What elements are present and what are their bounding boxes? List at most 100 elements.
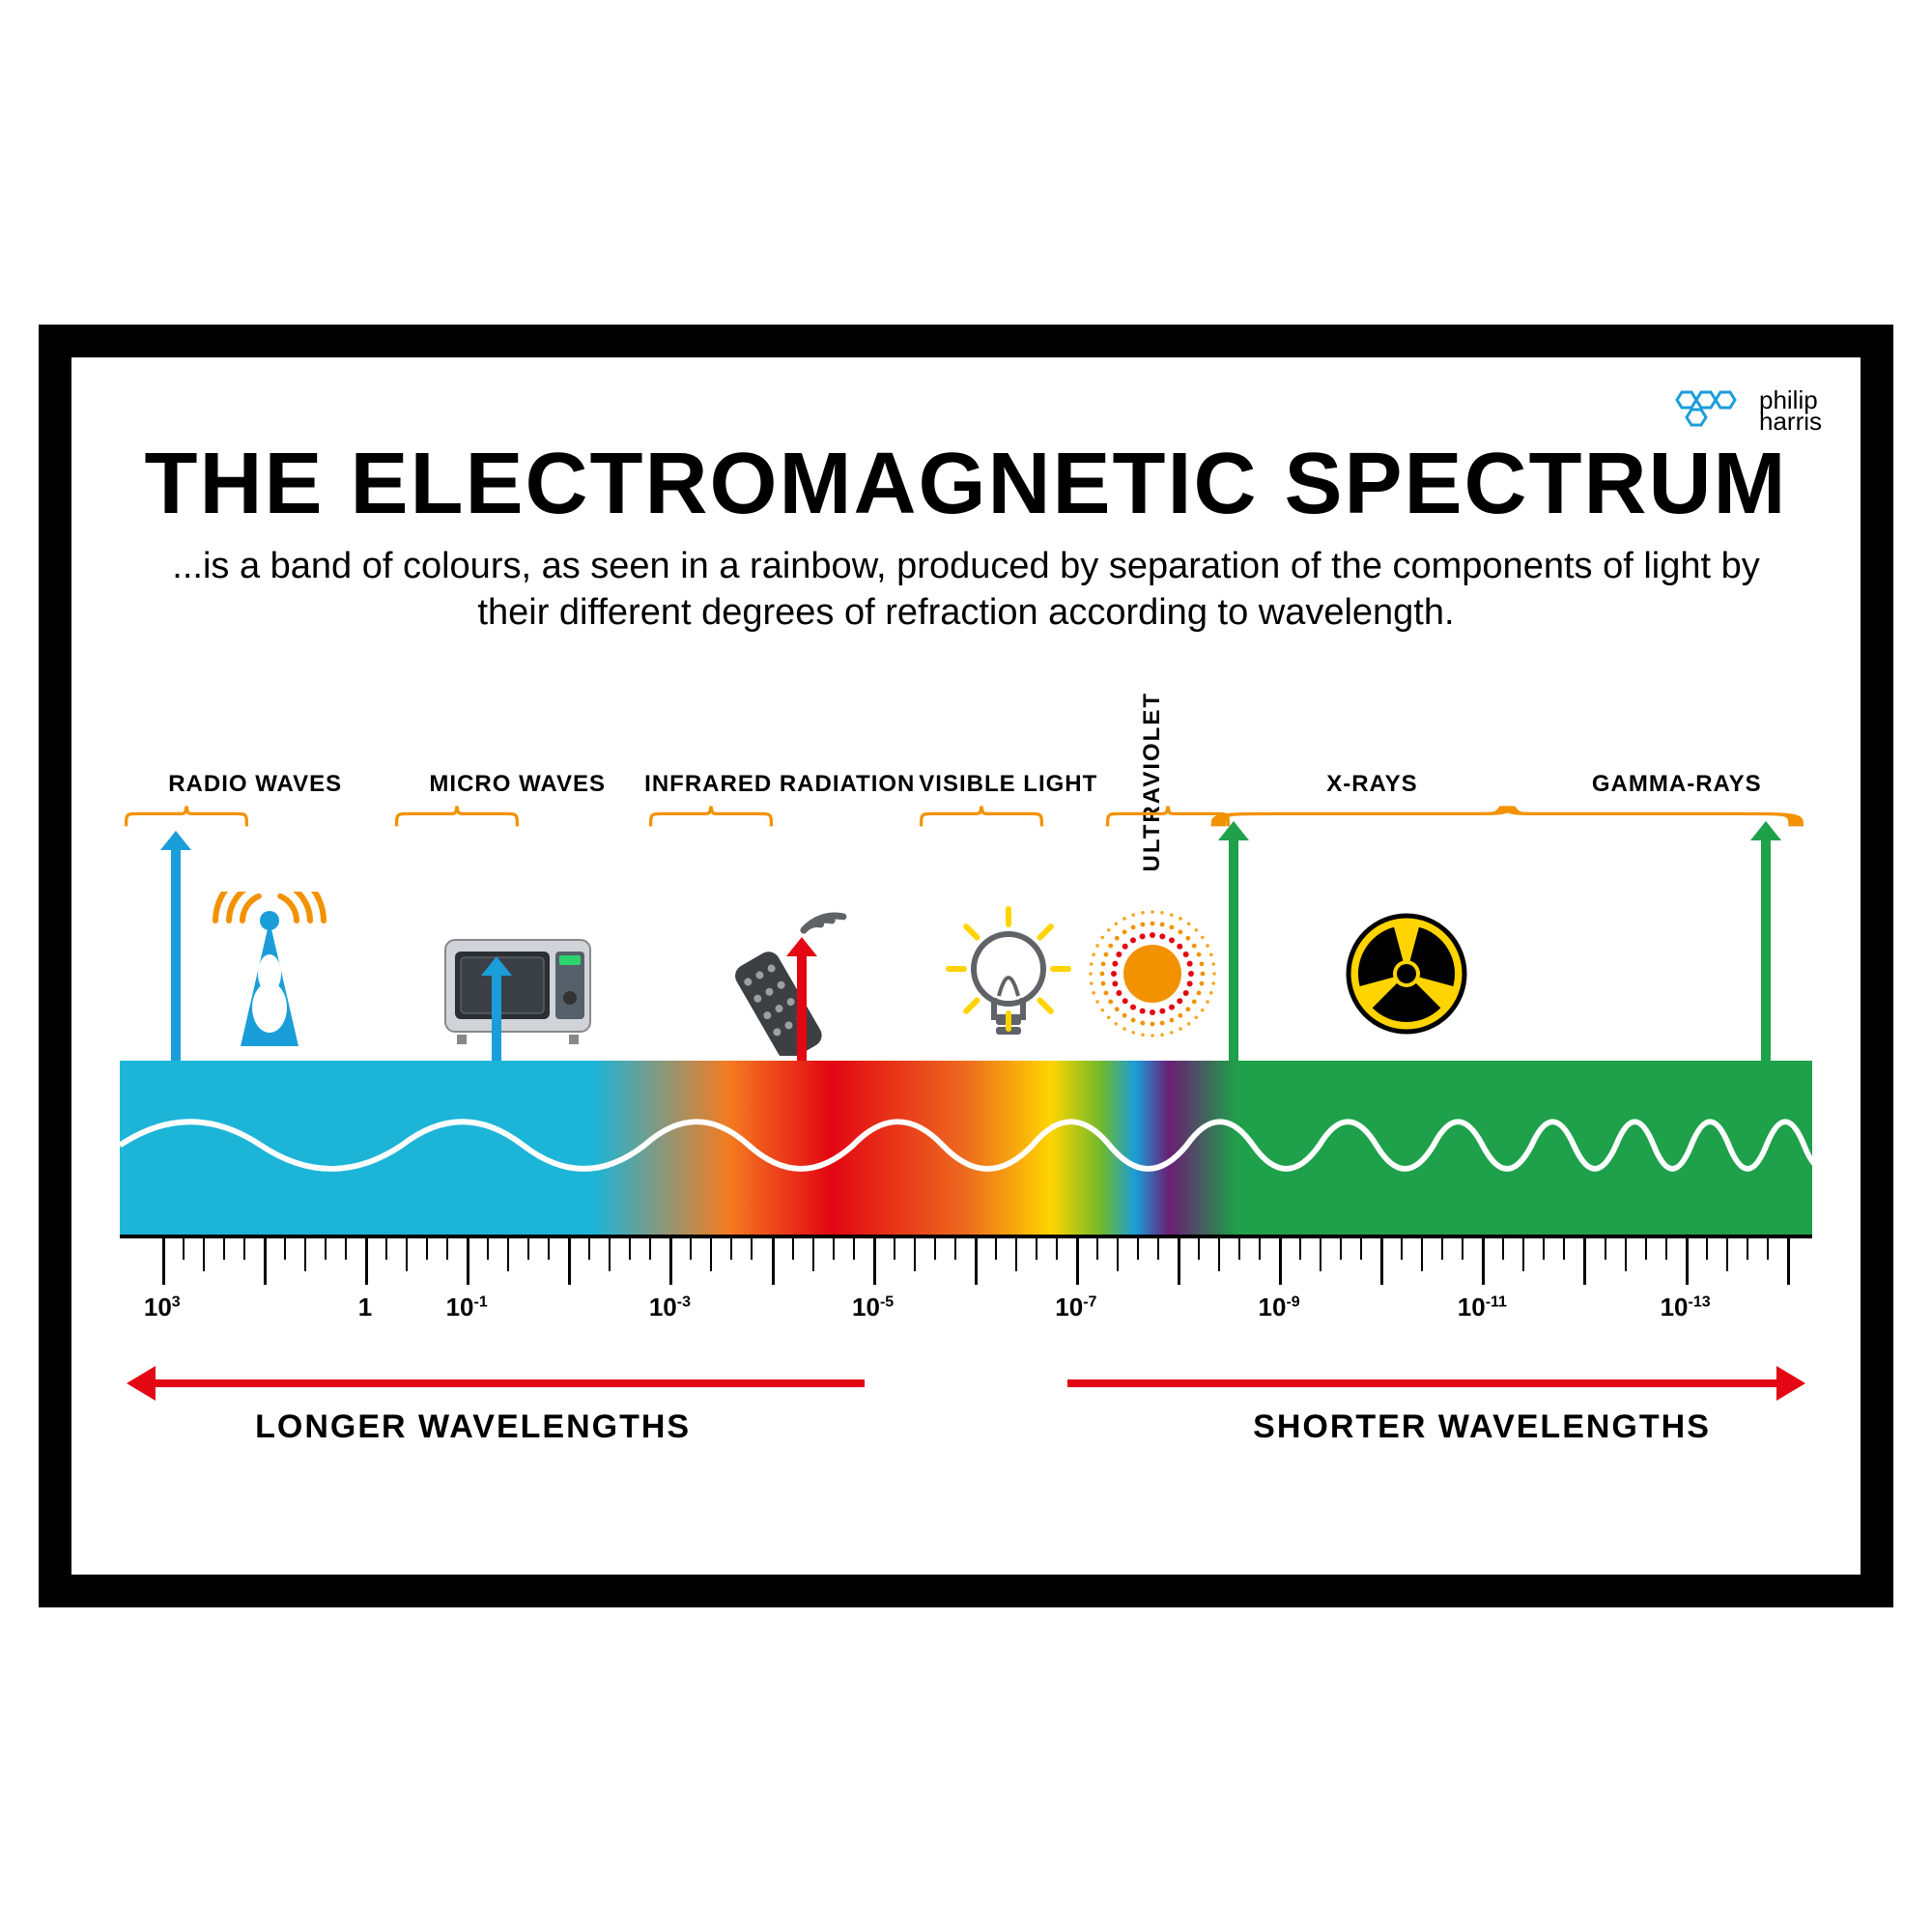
brand-line2: harris — [1759, 411, 1822, 432]
tick-major — [1787, 1238, 1790, 1285]
tick-minor — [1543, 1238, 1545, 1260]
tick-minor — [1665, 1238, 1667, 1260]
tick-minor — [649, 1238, 651, 1260]
region: MICRO WAVES — [390, 771, 644, 810]
tick-minor — [1320, 1238, 1321, 1271]
region: RADIO WAVES — [120, 771, 390, 810]
tick-minor — [345, 1238, 347, 1260]
tick-minor — [1157, 1238, 1159, 1260]
brand-text: philip harris — [1759, 389, 1822, 432]
tick-major — [162, 1238, 165, 1285]
region-label: MICRO WAVES — [390, 771, 644, 798]
tick-major — [1583, 1238, 1586, 1285]
tick-minor — [1401, 1238, 1403, 1260]
region-label: INFRARED RADIATION — [644, 771, 915, 798]
tick-minor — [690, 1238, 692, 1260]
tick-minor — [730, 1238, 732, 1260]
longer-label: LONGER WAVELENGTHS — [255, 1408, 691, 1446]
tick-minor — [1015, 1238, 1017, 1271]
tick-minor — [1056, 1238, 1058, 1260]
scale-label: 10-3 — [649, 1293, 691, 1322]
region: GAMMA-RAYS — [1542, 771, 1812, 810]
tick-minor — [609, 1238, 611, 1271]
region-brace — [394, 804, 520, 829]
tick-minor — [284, 1238, 286, 1260]
tick-minor — [954, 1238, 956, 1260]
tick-minor — [1605, 1238, 1606, 1260]
tick-minor — [1137, 1238, 1139, 1260]
sun-icon — [1070, 892, 1235, 1061]
radiation-icon — [1324, 892, 1489, 1061]
tick-minor — [710, 1238, 712, 1271]
tick-minor — [934, 1238, 936, 1260]
tick-major — [1076, 1238, 1079, 1285]
direction-arrows: LONGER WAVELENGTHS SHORTER WAVELENGTHS — [120, 1360, 1812, 1476]
scale-label: 10-5 — [852, 1293, 894, 1322]
tick-minor — [1198, 1238, 1200, 1260]
microwave-icon — [436, 892, 600, 1061]
tick-minor — [406, 1238, 408, 1271]
icons-row — [120, 838, 1812, 1061]
tick-major — [1686, 1238, 1689, 1285]
region-brace — [124, 804, 249, 829]
tick-major — [1380, 1238, 1383, 1285]
poster-frame: philip harris THE ELECTROMAGNETIC SPECTR… — [39, 325, 1893, 1607]
tick-major — [467, 1238, 469, 1285]
up-arrow — [1761, 838, 1771, 1061]
region: ULTRAVIOLET — [1101, 771, 1203, 810]
scale-label: 10-7 — [1055, 1293, 1096, 1322]
regions-row: RADIO WAVESMICRO WAVESINFRARED RADIATION… — [120, 771, 1812, 810]
tick-major — [264, 1238, 267, 1285]
poster: philip harris THE ELECTROMAGNETIC SPECTR… — [71, 357, 1861, 1575]
tick-minor — [1706, 1238, 1708, 1260]
tick-minor — [1238, 1238, 1240, 1260]
tick-minor — [1522, 1238, 1524, 1271]
tick-major — [1482, 1238, 1485, 1285]
tick-minor — [243, 1238, 245, 1260]
up-arrow — [797, 954, 807, 1061]
tick-minor — [894, 1238, 895, 1260]
tick-minor — [548, 1238, 550, 1260]
region: INFRARED RADIATION — [644, 771, 915, 810]
tick-minor — [853, 1238, 855, 1260]
region-label: X-RAYS — [1203, 771, 1541, 798]
tick-minor — [1259, 1238, 1261, 1260]
region-brace — [648, 804, 774, 829]
up-arrow — [492, 974, 501, 1061]
page-title: THE ELECTROMAGNETIC SPECTRUM — [120, 435, 1812, 534]
tick-minor — [1096, 1238, 1098, 1260]
region-brace — [919, 804, 1044, 829]
tick-minor — [1117, 1238, 1119, 1271]
tick-minor — [792, 1238, 794, 1260]
scale-label: 103 — [144, 1293, 181, 1322]
tick-minor — [487, 1238, 489, 1260]
scale-label: 10-9 — [1259, 1293, 1300, 1322]
up-arrow — [171, 848, 181, 1061]
tick-minor — [426, 1238, 428, 1260]
spectrum-band — [120, 1061, 1812, 1235]
scale-label: 10-13 — [1661, 1293, 1711, 1322]
tick-minor — [588, 1238, 590, 1260]
tick-minor — [1218, 1238, 1220, 1271]
tick-minor — [527, 1238, 529, 1260]
longer-arrow — [154, 1379, 865, 1387]
tick-minor — [629, 1238, 631, 1260]
tick-minor — [1299, 1238, 1301, 1260]
tick-minor — [203, 1238, 205, 1271]
tick-major — [975, 1238, 978, 1285]
bulb-icon — [926, 892, 1091, 1061]
tick-minor — [507, 1238, 509, 1271]
region: X-RAYS — [1203, 771, 1541, 810]
tick-minor — [1340, 1238, 1342, 1260]
tick-minor — [751, 1238, 753, 1260]
scale-label: 10-11 — [1458, 1293, 1507, 1322]
tick-major — [873, 1238, 876, 1285]
hex-icon — [1670, 386, 1753, 435]
tick-minor — [1563, 1238, 1565, 1260]
tick-minor — [1360, 1238, 1362, 1260]
tick-minor — [1625, 1238, 1627, 1271]
tick-minor — [446, 1238, 448, 1260]
shorter-label: SHORTER WAVELENGTHS — [1253, 1408, 1711, 1446]
region-label: VISIBLE LIGHT — [915, 771, 1101, 798]
tick-major — [568, 1238, 571, 1285]
